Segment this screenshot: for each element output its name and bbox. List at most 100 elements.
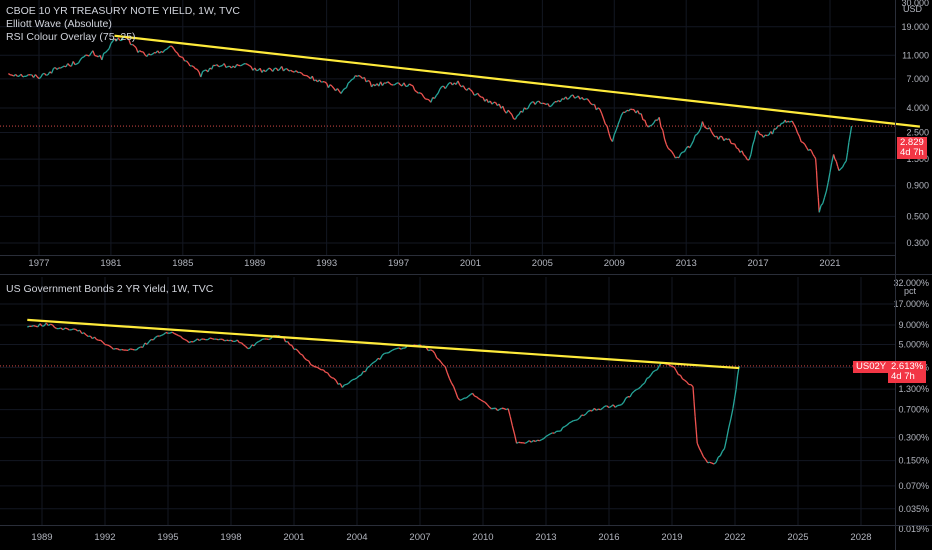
price-segment bbox=[293, 70, 297, 73]
price-segment bbox=[432, 350, 436, 354]
price-segment bbox=[614, 405, 618, 408]
price-segment bbox=[541, 437, 545, 441]
price-segment bbox=[396, 347, 400, 350]
price-segment bbox=[700, 452, 705, 458]
price-segment bbox=[150, 53, 153, 56]
price-segment bbox=[132, 43, 135, 47]
x-tick-label: 2010 bbox=[472, 532, 493, 543]
price-segment bbox=[570, 420, 574, 423]
price-segment bbox=[559, 98, 563, 103]
price-segment bbox=[495, 407, 499, 412]
price-segment bbox=[297, 350, 301, 355]
y-tick-label: 0.900 bbox=[906, 181, 929, 191]
price-segment bbox=[77, 329, 81, 332]
price-segment bbox=[171, 46, 175, 50]
price-segment bbox=[88, 335, 91, 338]
price-segment bbox=[715, 456, 719, 463]
price-segment bbox=[644, 119, 648, 126]
price-segment bbox=[599, 109, 603, 114]
price-segment bbox=[268, 67, 272, 70]
price-segment bbox=[33, 324, 36, 327]
price-segment bbox=[299, 71, 302, 74]
price-segment bbox=[102, 341, 106, 346]
price-segment bbox=[516, 441, 519, 444]
price-segment bbox=[549, 432, 553, 435]
price-segment bbox=[637, 386, 641, 390]
price-segment bbox=[678, 373, 681, 376]
price-segment bbox=[713, 461, 717, 465]
price-segment bbox=[138, 346, 141, 349]
price-segment bbox=[152, 336, 156, 341]
price-segment bbox=[523, 107, 527, 110]
price-segment bbox=[785, 120, 789, 124]
price-segment bbox=[253, 342, 257, 347]
price-segment bbox=[684, 379, 688, 383]
price-segment bbox=[636, 388, 639, 391]
price-segment bbox=[351, 78, 354, 81]
top-axis-unit: USD bbox=[903, 4, 923, 14]
price-segment bbox=[182, 57, 186, 62]
price-segment bbox=[703, 126, 707, 129]
price-segment bbox=[346, 382, 349, 385]
top-price-tag: 2.829 4d 7h bbox=[897, 137, 927, 159]
price-segment bbox=[161, 333, 165, 336]
price-segment bbox=[400, 347, 404, 350]
y-tick-label: 30.000 bbox=[901, 0, 929, 8]
price-segment bbox=[373, 83, 376, 87]
ten-year-pane[interactable]: 30.000 19.000 11.000 7.000 4.000 2.500 1.500 0.… bbox=[0, 0, 929, 269]
price-segment bbox=[750, 144, 754, 155]
y-tick-label: 0.019% bbox=[898, 524, 929, 534]
price-segment bbox=[258, 340, 261, 343]
price-segment bbox=[173, 48, 177, 52]
price-segment bbox=[522, 442, 526, 444]
price-segment bbox=[166, 47, 169, 50]
price-segment bbox=[649, 124, 653, 127]
price-segment bbox=[8, 73, 11, 76]
x-tick-label: 2013 bbox=[676, 258, 697, 269]
price-segment bbox=[536, 100, 540, 103]
price-segment bbox=[596, 408, 599, 411]
price-segment bbox=[711, 462, 715, 465]
price-segment bbox=[344, 383, 347, 386]
price-segment bbox=[195, 68, 198, 71]
price-segment bbox=[214, 64, 218, 67]
price-segment bbox=[486, 404, 490, 408]
two-year-pane[interactable]: 32.000%17.000%9.000%5.000%2.500%1.300%0.… bbox=[0, 277, 929, 543]
price-segment bbox=[503, 407, 507, 411]
price-segment bbox=[126, 37, 130, 41]
y-tick-label: 0.035% bbox=[898, 504, 929, 514]
yellow-trendline bbox=[27, 318, 740, 370]
price-segment bbox=[265, 69, 268, 73]
price-segment bbox=[440, 361, 444, 366]
price-segment bbox=[441, 85, 444, 88]
price-segment bbox=[106, 48, 110, 52]
y-tick-label: 0.300 bbox=[906, 238, 929, 248]
price-segment bbox=[92, 50, 96, 56]
price-segment bbox=[193, 66, 196, 70]
price-segment bbox=[50, 323, 53, 326]
y-tick-label: 0.500 bbox=[906, 211, 929, 221]
bottom-price-countdown: 4d 7h bbox=[891, 371, 915, 382]
price-segment bbox=[389, 82, 392, 86]
x-tick-label: 1981 bbox=[100, 258, 121, 269]
price-segment bbox=[196, 69, 200, 73]
price-segment bbox=[452, 386, 457, 393]
price-segment bbox=[665, 144, 669, 149]
price-segment bbox=[725, 427, 730, 439]
price-segment bbox=[848, 134, 851, 143]
price-segment bbox=[333, 377, 337, 381]
price-segment bbox=[318, 368, 322, 371]
price-segment bbox=[625, 396, 629, 399]
price-segment bbox=[656, 365, 660, 370]
price-segment bbox=[511, 425, 516, 435]
yellow-trendline bbox=[114, 34, 921, 128]
price-segment bbox=[539, 439, 543, 442]
price-segment bbox=[142, 342, 146, 348]
price-segment bbox=[849, 125, 853, 135]
x-tick-label: 2022 bbox=[724, 532, 745, 543]
price-segment bbox=[593, 407, 597, 411]
price-segment bbox=[304, 357, 308, 361]
price-segment bbox=[549, 105, 552, 108]
price-segment bbox=[712, 134, 716, 138]
